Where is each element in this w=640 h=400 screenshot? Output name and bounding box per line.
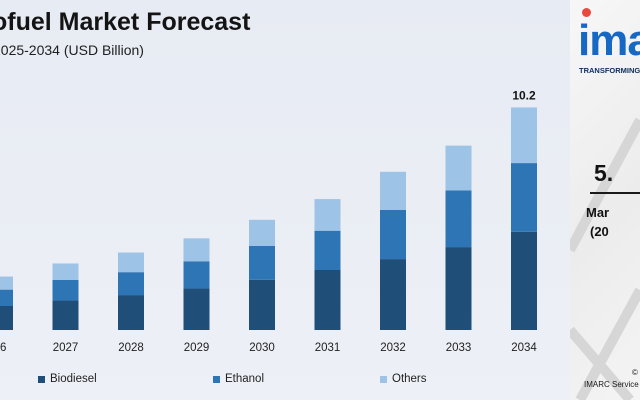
bar-others-2033	[445, 145, 472, 191]
chart-panel: ofuel Market Forecast 2025-2034 (USD Bil…	[0, 0, 570, 400]
logo-dot-icon	[582, 8, 591, 17]
bar-others-2032	[380, 171, 406, 210]
x-tick-label-2031: 2031	[315, 342, 341, 354]
legend-swatch-biodiesel	[38, 375, 45, 383]
legend-swatch-ethanol	[213, 375, 220, 383]
data-label-2034: 10.2	[512, 88, 536, 102]
x-axis-tick-labels: 26 2027 2028 2029 2030 2031 2032 2033 2034	[0, 342, 537, 354]
legend-label-ethanol: Ethanol	[225, 373, 265, 385]
bar-ethanol-2030	[249, 246, 275, 280]
x-tick-label-2033: 2033	[446, 342, 472, 354]
bar-ethanol-2032	[380, 210, 406, 260]
x-tick-label-2028: 2028	[118, 342, 144, 354]
bar-biodiesel-2032	[380, 259, 406, 330]
bar-ethanol-2027	[52, 279, 79, 301]
bar-biodiesel-2029	[183, 288, 210, 330]
x-tick-label-2032: 2032	[380, 342, 406, 354]
legend-item-ethanol: Ethanol	[213, 373, 264, 385]
copyright-mark: ©	[632, 368, 638, 377]
bar-ethanol-2034	[511, 163, 537, 232]
market-size-year: (20	[590, 224, 609, 239]
bar-biodiesel-2033	[445, 247, 472, 330]
bar-group	[0, 107, 537, 330]
bar-others-2034	[511, 107, 537, 164]
bar-biodiesel-2028	[118, 295, 144, 330]
bar-biodiesel-2030	[249, 279, 275, 330]
chart-plot: 26 2027 2028 2029 2030 2031 2032 2033 2034 10.2	[0, 88, 537, 354]
bar-ethanol-2029	[183, 261, 210, 289]
chart-title: ofuel Market Forecast	[0, 8, 251, 36]
bar-biodiesel-26	[0, 306, 13, 330]
x-tick-label-2029: 2029	[184, 342, 210, 354]
data-labels: 10.2	[512, 88, 536, 102]
bar-ethanol-2033	[445, 190, 472, 248]
legend-item-others: Others	[380, 373, 427, 385]
legend-swatch-others	[380, 375, 387, 383]
brand-tagline: TRANSFORMING IDEAS INTO IMPACT	[579, 66, 640, 75]
bar-others-2031	[314, 199, 341, 231]
bar-biodiesel-2034	[511, 231, 537, 330]
bar-ethanol-26	[0, 289, 13, 306]
info-sidebar: imarc TRANSFORMING IDEAS INTO IMPACT 5. …	[570, 0, 640, 400]
bar-ethanol-2031	[314, 230, 341, 270]
bar-others-2027	[52, 263, 79, 280]
bar-ethanol-2028	[118, 272, 144, 296]
bar-biodiesel-2027	[52, 300, 79, 330]
bar-others-26	[0, 276, 13, 290]
bar-others-2030	[249, 219, 275, 246]
bar-others-2029	[183, 238, 210, 262]
brand-logo: imarc	[578, 16, 640, 65]
divider	[590, 192, 640, 194]
bar-biodiesel-2031	[314, 270, 341, 330]
chart-subtitle: 2025-2034 (USD Billion)	[0, 42, 144, 58]
x-tick-label-2027: 2027	[53, 342, 79, 354]
x-tick-label-2034: 2034	[511, 342, 537, 354]
x-tick-label-26: 26	[0, 342, 6, 354]
legend-label-biodiesel: Biodiesel	[50, 373, 97, 385]
background-decoration	[570, 117, 640, 400]
legend-item-biodiesel: Biodiesel	[38, 373, 97, 385]
x-tick-label-2030: 2030	[249, 342, 275, 354]
legend-label-others: Others	[392, 373, 427, 385]
bar-others-2028	[118, 252, 144, 273]
market-size-label: Mar	[586, 205, 610, 220]
source-note: IMARC Service	[584, 380, 639, 389]
market-size-value: 5.	[594, 160, 614, 186]
